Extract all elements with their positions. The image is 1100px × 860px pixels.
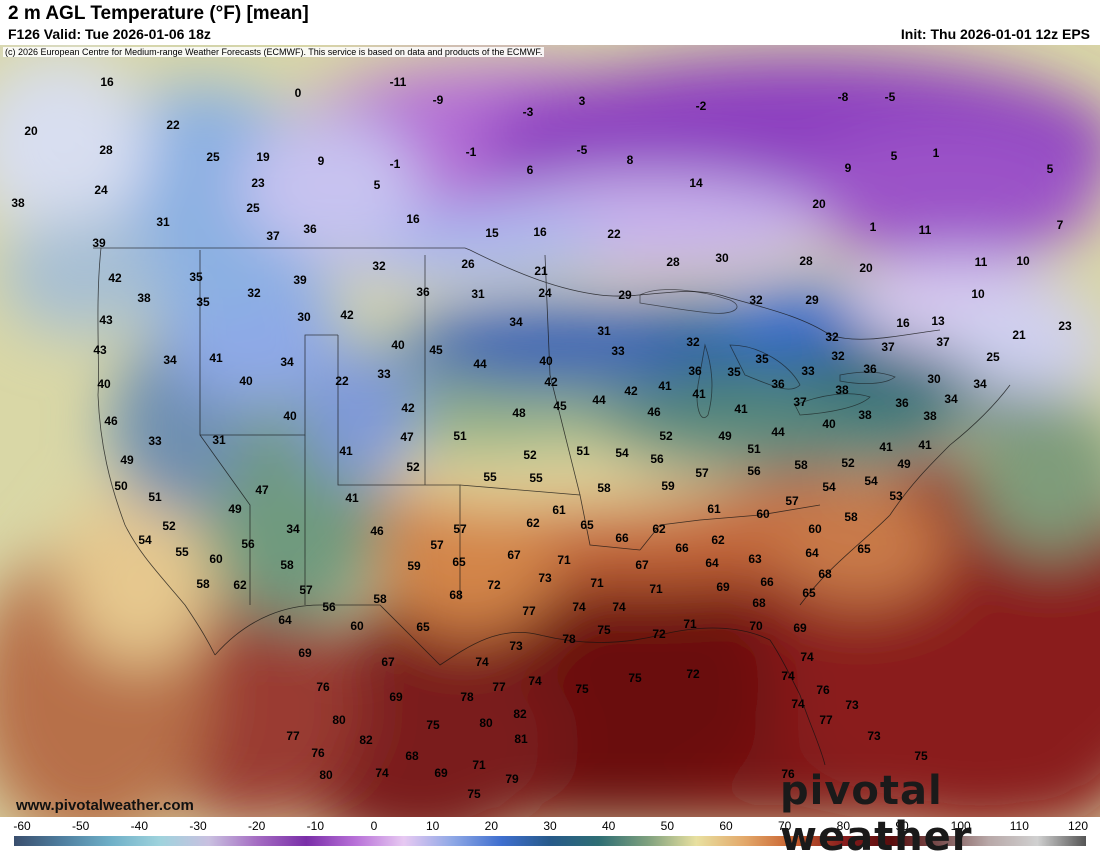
legend-tick-label: 60 (719, 819, 733, 833)
legend-tick-label: 30 (543, 819, 557, 833)
legend-tick-label: -10 (306, 819, 324, 833)
legend-tick-label: -60 (13, 819, 31, 833)
legend-tick-label: -40 (130, 819, 148, 833)
legend-tick-label: 0 (370, 819, 378, 833)
pivotal-weather-logo: pivotal weather (780, 768, 973, 860)
legend-gradient (14, 836, 1086, 846)
legend-tick-label: -30 (189, 819, 207, 833)
color-legend-bar (14, 836, 1086, 846)
ecmwf-credit: (c) 2026 European Centre for Medium-rang… (3, 47, 545, 57)
legend-tick-label: 20 (484, 819, 499, 833)
legend-tick-label: 90 (895, 819, 909, 833)
legend-tick-label: 50 (660, 819, 675, 833)
legend-tick-label: 120 (1067, 819, 1089, 833)
color-legend-ticks: -60 -50 -40 -30 -20 -10 0 10 20 30 40 50 60 70 80 90 100… (0, 817, 1100, 835)
legend-tick-label: 80 (836, 819, 851, 833)
color-legend: -60 -50 -40 -30 -20 -10 0 10 20 30 40 50 60 70 80 90 100… (0, 817, 1100, 850)
boundaries (93, 247, 1011, 766)
legend-tick-label: -20 (247, 819, 266, 833)
legend-tick-label: 40 (601, 819, 616, 833)
header: 2 m AGL Temperature (°F) [mean] F126 Val… (0, 0, 1100, 45)
website-link[interactable]: www.pivotalweather.com (16, 797, 194, 814)
map-title: 2 m AGL Temperature (°F) [mean] (8, 3, 309, 24)
temperature-map[interactable]: 16 -11 0 -9 -3 3 -2 -8 -5 20 22 28 25 19 9 -1 -1 -5 8 6 9 5 1 5… (0, 45, 1100, 817)
great-lakes (639, 289, 896, 418)
legend-tick-label: 110 (1009, 819, 1029, 833)
legend-tick-label: 10 (425, 819, 440, 833)
legend-tick-label: 100 (950, 819, 971, 833)
legend-tick-label: 70 (777, 819, 792, 833)
init-time: Init: Thu 2026-01-01 12z EPS (900, 26, 1090, 42)
valid-time: F126 Valid: Tue 2026-01-06 18z (8, 26, 211, 42)
temperature-field (0, 45, 1100, 817)
legend-tick-label: -50 (71, 819, 90, 833)
